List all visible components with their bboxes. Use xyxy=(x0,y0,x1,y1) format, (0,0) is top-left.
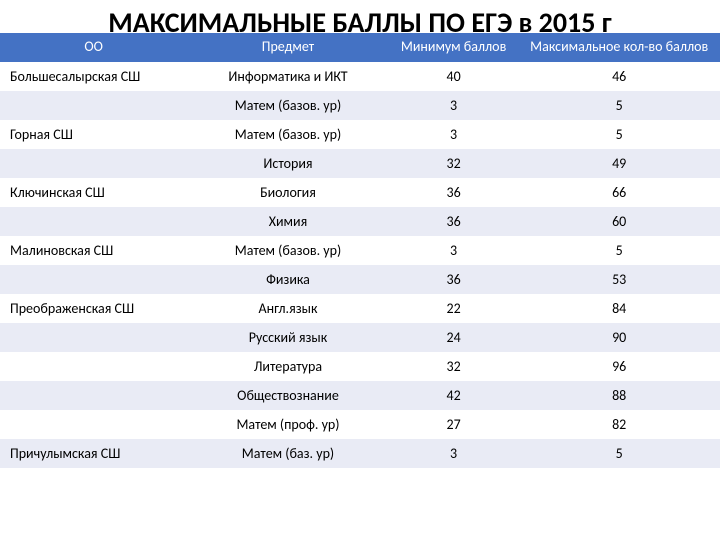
cell-min: 32 xyxy=(389,352,519,381)
cell-min: 3 xyxy=(389,120,519,149)
cell-subject: Англ.язык xyxy=(187,294,389,323)
cell-subject: Обществознание xyxy=(187,381,389,410)
cell-max: 66 xyxy=(518,178,720,207)
cell-oo: Большесалырская СШ xyxy=(0,62,187,91)
table-body: Большесалырская СШ Информатика и ИКТ 40 … xyxy=(0,62,720,468)
table-row: Горная СШ Матем (базов. ур) 3 5 xyxy=(0,120,720,149)
cell-subject: Матем (базов. ур) xyxy=(187,91,389,120)
cell-subject: Матем (базов. ур) xyxy=(187,236,389,265)
table-row: Русский язык 24 90 xyxy=(0,323,720,352)
table-row: Матем (проф. ур) 27 82 xyxy=(0,410,720,439)
cell-min: 22 xyxy=(389,294,519,323)
cell-oo xyxy=(0,381,187,410)
table-row: Большесалырская СШ Информатика и ИКТ 40 … xyxy=(0,62,720,91)
cell-oo xyxy=(0,265,187,294)
cell-subject: Матем (проф. ур) xyxy=(187,410,389,439)
cell-max: 5 xyxy=(518,439,720,468)
cell-oo: Ключинская СШ xyxy=(0,178,187,207)
cell-max: 46 xyxy=(518,62,720,91)
cell-oo: Причулымская СШ xyxy=(0,439,187,468)
cell-min: 3 xyxy=(389,439,519,468)
cell-oo: Малиновская СШ xyxy=(0,236,187,265)
cell-oo: Преображенская СШ xyxy=(0,294,187,323)
cell-max: 82 xyxy=(518,410,720,439)
cell-max: 5 xyxy=(518,236,720,265)
cell-min: 27 xyxy=(389,410,519,439)
cell-min: 36 xyxy=(389,178,519,207)
cell-max: 84 xyxy=(518,294,720,323)
cell-subject: История xyxy=(187,149,389,178)
cell-min: 40 xyxy=(389,62,519,91)
cell-subject: Физика xyxy=(187,265,389,294)
cell-min: 36 xyxy=(389,207,519,236)
table-row: История 32 49 xyxy=(0,149,720,178)
cell-max: 60 xyxy=(518,207,720,236)
header-min: Минимум баллов xyxy=(389,33,519,62)
cell-subject: Матем (базов. ур) xyxy=(187,120,389,149)
table-row: Обществознание 42 88 xyxy=(0,381,720,410)
cell-max: 90 xyxy=(518,323,720,352)
cell-min: 42 xyxy=(389,381,519,410)
cell-min: 24 xyxy=(389,323,519,352)
cell-oo xyxy=(0,149,187,178)
cell-subject: Биология xyxy=(187,178,389,207)
cell-oo xyxy=(0,207,187,236)
cell-max: 53 xyxy=(518,265,720,294)
header-max: Максимальное кол-во баллов xyxy=(518,33,720,62)
cell-max: 5 xyxy=(518,91,720,120)
cell-oo xyxy=(0,410,187,439)
cell-min: 32 xyxy=(389,149,519,178)
table-row: Матем (базов. ур) 3 5 xyxy=(0,91,720,120)
scores-table: ОО Предмет Минимум баллов Максимальное к… xyxy=(0,33,720,468)
table-row: Причулымская СШ Матем (баз. ур) 3 5 xyxy=(0,439,720,468)
table-row: Физика 36 53 xyxy=(0,265,720,294)
cell-max: 88 xyxy=(518,381,720,410)
cell-oo: Горная СШ xyxy=(0,120,187,149)
table-row: Литература 32 96 xyxy=(0,352,720,381)
cell-min: 3 xyxy=(389,236,519,265)
cell-min: 3 xyxy=(389,91,519,120)
cell-min: 36 xyxy=(389,265,519,294)
cell-max: 96 xyxy=(518,352,720,381)
cell-subject: Матем (баз. ур) xyxy=(187,439,389,468)
cell-max: 49 xyxy=(518,149,720,178)
cell-oo xyxy=(0,91,187,120)
table-row: Малиновская СШ Матем (базов. ур) 3 5 xyxy=(0,236,720,265)
cell-oo xyxy=(0,352,187,381)
cell-subject: Литература xyxy=(187,352,389,381)
table-row: Ключинская СШ Биология 36 66 xyxy=(0,178,720,207)
cell-subject: Химия xyxy=(187,207,389,236)
cell-subject: Русский язык xyxy=(187,323,389,352)
cell-subject: Информатика и ИКТ xyxy=(187,62,389,91)
table-row: Преображенская СШ Англ.язык 22 84 xyxy=(0,294,720,323)
table-row: Химия 36 60 xyxy=(0,207,720,236)
cell-max: 5 xyxy=(518,120,720,149)
cell-oo xyxy=(0,323,187,352)
